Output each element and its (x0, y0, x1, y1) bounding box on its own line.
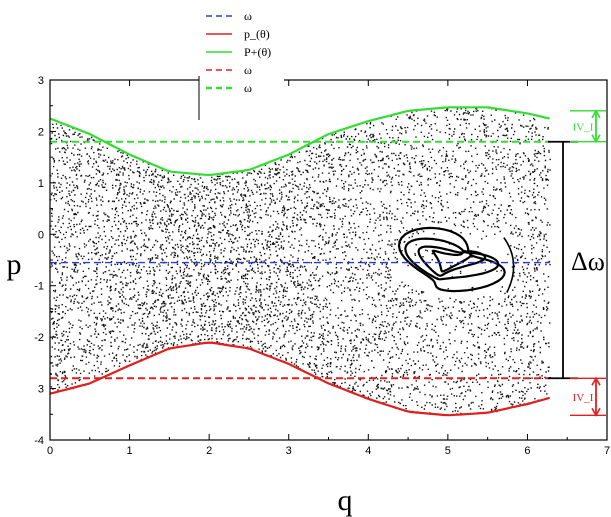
y-tick-label: 2 (38, 126, 44, 138)
x-tick-label: 5 (445, 445, 451, 457)
legend-label: P+(θ) (244, 45, 271, 59)
annotations: Δω IV_I IV_I (548, 109, 606, 417)
x-tick-label: 4 (365, 445, 371, 457)
island-loop (431, 249, 472, 273)
x-tick-label: 7 (604, 445, 610, 457)
legend-label: ω (244, 81, 252, 95)
island-arc (503, 237, 515, 293)
x-tick-label: 1 (127, 445, 133, 457)
legend-label: ω (244, 63, 252, 77)
series-curve (49, 106, 550, 177)
scatter-points (50, 107, 551, 415)
iv-label: IV_I (573, 392, 594, 404)
legend: ωp_(θ)P+(θ)ωω (198, 0, 284, 120)
legend-box (199, 0, 284, 120)
y-tick-label: 1 (38, 178, 44, 190)
y-tick-label: 0 (38, 229, 44, 241)
island-loop (417, 245, 487, 277)
x-axis-title: q (338, 484, 353, 517)
y-tick-label: -1 (34, 281, 44, 293)
iv-label: IV_I (573, 121, 594, 133)
y-tick-label: 3 (38, 384, 44, 396)
y-tick-label: 3 (38, 75, 44, 87)
y-axis-title: p (7, 248, 22, 281)
x-tick-label: 3 (286, 445, 292, 457)
resonance-island (397, 226, 515, 293)
y-axis-ticks: -4 3 -2 -1 0 1 2 3 (34, 75, 56, 447)
legend-label: ω (244, 9, 252, 23)
x-tick-label: 6 (524, 445, 530, 457)
legend-label: p_(θ) (244, 27, 270, 41)
x-tick-label: 0 (47, 445, 53, 457)
series-curve (49, 341, 551, 417)
series-lines (49, 106, 551, 417)
y-tick-label: -2 (34, 332, 44, 344)
x-tick-label: 2 (206, 445, 212, 457)
delta-omega-label: Δω (571, 247, 605, 276)
island-loop (397, 226, 506, 293)
scatter-dots (50, 107, 551, 415)
y-tick-label: -4 (34, 435, 44, 447)
